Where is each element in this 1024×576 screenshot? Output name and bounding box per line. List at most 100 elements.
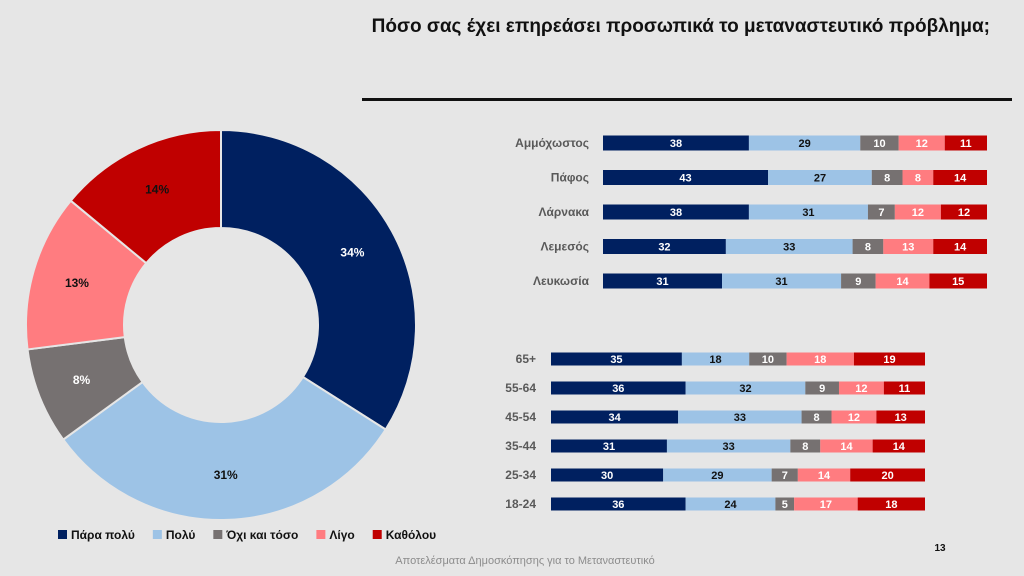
bar-segment: [860, 135, 899, 151]
bar-segment: [883, 239, 934, 254]
bar-category-label: 35-44: [505, 439, 536, 453]
bar-value-label: 31: [656, 276, 668, 288]
bar-category-label: 25-34: [505, 468, 536, 482]
bar-segment: [551, 439, 667, 453]
bar-segment: [551, 468, 664, 482]
legend-swatch: [152, 530, 162, 539]
bar-segment: [685, 381, 806, 395]
bar-segment: [841, 273, 876, 289]
bar-segment: [944, 135, 987, 151]
slice-label: 34%: [340, 246, 364, 260]
bar-segment: [933, 170, 987, 185]
bar-segment: [748, 204, 868, 220]
bar-value-label: 36: [612, 383, 624, 395]
bar-value-label: 11: [960, 138, 972, 150]
bar-segment: [876, 410, 925, 424]
bar-value-label: 14: [840, 441, 853, 453]
bar-segment: [867, 204, 895, 220]
bar-value-label: 12: [958, 207, 970, 219]
legend-label: Λίγο: [329, 528, 354, 542]
footer-text: Αποτελέσματα Δημοσκόπησης για το Μετανασ…: [395, 555, 655, 567]
bar-value-label: 7: [782, 470, 788, 482]
donut-slice: [61, 375, 388, 521]
bar-value-label: 14: [954, 173, 967, 185]
bar-segment: [749, 352, 787, 366]
legend-swatch: [316, 530, 326, 539]
bar-value-label: 10: [873, 138, 885, 150]
bar-value-label: 8: [915, 173, 921, 185]
bar-segment: [786, 352, 854, 366]
bar-value-label: 38: [670, 138, 682, 150]
legend-label: Καθόλου: [386, 528, 436, 542]
bar-segment: [805, 381, 839, 395]
bar-category-label: 55-64: [505, 381, 536, 395]
bar-value-label: 18: [709, 354, 721, 366]
bar-category-label: 45-54: [505, 410, 536, 424]
title-divider: [362, 98, 1012, 101]
bar-value-label: 8: [884, 173, 890, 185]
bar-segment: [902, 170, 934, 185]
slide-title: Πόσο σας έχει επηρεάσει προσωπικά το μετ…: [371, 16, 990, 37]
bar-segment: [797, 468, 851, 482]
bar-segment: [794, 497, 858, 511]
bar-category-label: Λεμεσός: [540, 240, 589, 254]
bar-category-label: 18-24: [505, 497, 536, 511]
bar-value-label: 31: [603, 441, 615, 453]
bar-segment: [853, 352, 925, 366]
bar-value-label: 43: [679, 173, 691, 185]
bar-value-label: 29: [711, 470, 723, 482]
bar-segment: [551, 410, 679, 424]
bar-category-label: Λευκωσία: [533, 274, 590, 288]
bar-value-label: 18: [885, 499, 897, 511]
bar-value-label: 29: [798, 138, 810, 150]
bar-segment: [663, 468, 772, 482]
bar-value-label: 36: [612, 499, 624, 511]
bar-value-label: 34: [608, 412, 621, 424]
bar-value-label: 7: [878, 207, 884, 219]
legend-label: Πολύ: [166, 528, 195, 542]
bar-segment: [894, 204, 941, 220]
bar-value-label: 33: [734, 412, 746, 424]
bar-segment: [929, 273, 987, 289]
bar-segment: [603, 204, 749, 220]
bar-segment: [857, 497, 925, 511]
bar-value-label: 10: [762, 354, 774, 366]
bar-value-label: 14: [954, 242, 967, 254]
bar-segment: [790, 439, 821, 453]
bar-value-label: 12: [916, 138, 928, 150]
bar-value-label: 14: [893, 441, 906, 453]
bar-segment: [681, 352, 750, 366]
bar-category-label: Αμμόχωστος: [515, 136, 589, 150]
bar-value-label: 11: [899, 383, 911, 395]
bar-segment: [685, 497, 776, 511]
legend-label: Πάρα πολύ: [71, 528, 135, 542]
bar-segment: [831, 410, 877, 424]
bar-segment: [603, 239, 726, 254]
bar-segment: [872, 439, 925, 453]
bar-value-label: 20: [881, 470, 893, 482]
bar-value-label: 35: [610, 354, 622, 366]
bar-value-label: 30: [601, 470, 613, 482]
bar-segment: [933, 239, 987, 254]
bar-segment: [801, 410, 832, 424]
bar-value-label: 38: [670, 207, 682, 219]
bar-segment: [838, 381, 884, 395]
bar-value-label: 14: [896, 276, 909, 288]
bar-value-label: 15: [952, 276, 964, 288]
bar-segment: [871, 170, 903, 185]
bar-value-label: 12: [848, 412, 860, 424]
donut-slice: [220, 128, 417, 431]
bar-segment: [850, 468, 925, 482]
bar-segment: [748, 135, 861, 151]
bar-value-label: 8: [865, 242, 871, 254]
bar-segment: [603, 135, 749, 151]
legend-label: Όχι και τόσο: [225, 528, 298, 542]
bar-segment: [898, 135, 945, 151]
bar-value-label: 12: [855, 383, 867, 395]
bar-value-label: 33: [723, 441, 735, 453]
bar-value-label: 33: [783, 242, 795, 254]
bar-category-label: Πάφος: [551, 171, 589, 185]
bar-segment: [603, 170, 769, 185]
bar-value-label: 31: [802, 207, 814, 219]
